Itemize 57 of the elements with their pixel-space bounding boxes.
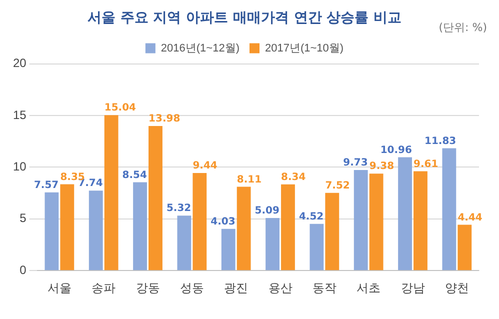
legend-label: 2017년(1~10월): [265, 42, 344, 54]
data-label: 7.57: [34, 180, 59, 191]
data-label: 8.54: [122, 170, 148, 181]
data-label: 4.03: [210, 216, 236, 228]
bar: [414, 171, 428, 270]
data-label: 9.44: [192, 160, 218, 172]
bar: [104, 115, 118, 270]
bar: [221, 228, 236, 270]
bar: [60, 184, 74, 270]
x-tick-label: 양천: [444, 281, 469, 296]
bar: [398, 157, 412, 270]
bar: [266, 218, 280, 270]
x-tick-label: 강동: [136, 281, 160, 296]
text: (단위: %): [438, 20, 487, 35]
bar: [236, 186, 251, 270]
data-label: 9.73: [343, 158, 368, 169]
bar: [281, 184, 295, 270]
x-tick-label: 서울: [47, 281, 72, 296]
bar: [148, 126, 162, 270]
data-label: 8.34: [281, 172, 306, 183]
chart-title: 서울 주요 지역 아파트 매매가격 연간 상승률 비교: [87, 10, 402, 26]
bar: [44, 192, 59, 270]
y-tick-label: 5: [20, 211, 27, 226]
data-label: 4.52: [298, 211, 324, 222]
data-label: 5.09: [254, 206, 280, 217]
bar: [442, 148, 456, 270]
data-label: 4.44: [458, 212, 482, 224]
x-tick-label: 성동: [180, 281, 204, 296]
legend-label: 2016년(1~12월): [160, 42, 240, 54]
data-label: 5.32: [166, 203, 192, 214]
x-tick-label: 동작: [312, 281, 336, 296]
bar: [458, 224, 472, 270]
data-label: 9.38: [369, 161, 394, 172]
data-label: 7.52: [325, 180, 350, 192]
bar: [177, 216, 192, 270]
bar: [354, 170, 368, 270]
bar: [310, 224, 324, 270]
bar: [133, 182, 147, 270]
bar: [325, 192, 340, 270]
x-tick-label: 송파: [92, 281, 116, 296]
x-tick-label: 용산: [268, 281, 292, 296]
y-tick-label: 0: [20, 262, 27, 277]
data-label: 13.98: [148, 114, 180, 125]
data-label: 9.61: [414, 158, 438, 170]
data-label: 11.83: [424, 136, 456, 147]
data-label: 10.96: [380, 144, 412, 156]
x-tick-label: 강남: [400, 281, 425, 296]
bar: [88, 190, 103, 270]
x-tick-label: 서초: [356, 281, 381, 296]
y-tick-label: 10: [12, 160, 27, 174]
y-tick-label: 20: [12, 56, 27, 70]
x-tick-label: 광진: [224, 281, 248, 296]
data-label: 15.04: [104, 102, 136, 114]
bar: [369, 174, 384, 270]
bar: [192, 172, 207, 270]
data-label: 8.11: [236, 174, 262, 186]
y-tick-label: 15: [12, 108, 27, 122]
